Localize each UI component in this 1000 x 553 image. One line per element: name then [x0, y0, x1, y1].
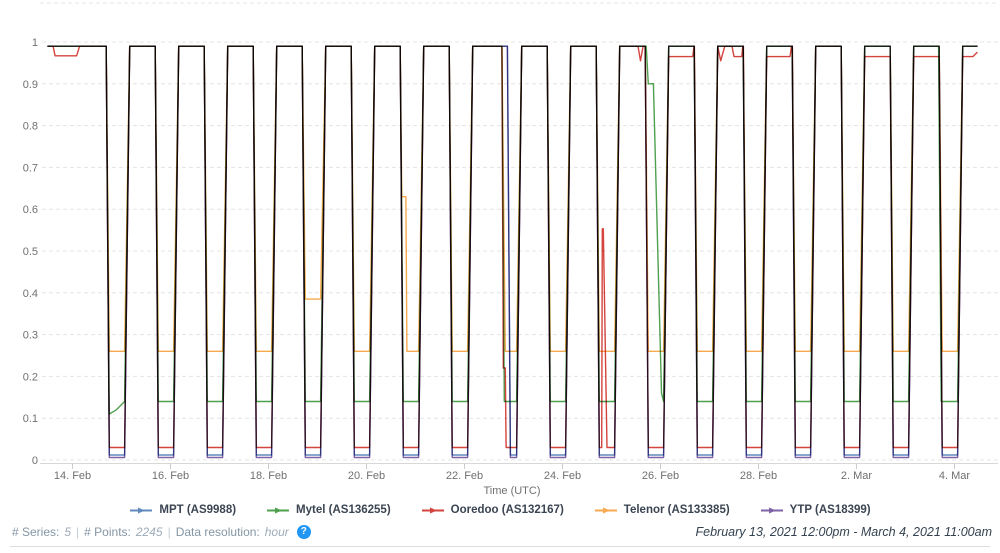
y-axis-tick-label: 0 — [32, 455, 38, 467]
legend-marker-telenor-as133385 — [594, 507, 617, 513]
legend-marker-ytp-as18399 — [760, 507, 783, 513]
legend-item-ytp-as18399[interactable]: YTP (AS18399) — [760, 504, 871, 516]
x-axis-tick-label: 2. Mar — [841, 470, 873, 482]
points-count-label: # Points: — [84, 525, 131, 539]
x-axis-tick-label: 22. Feb — [446, 470, 483, 482]
y-axis-tick-label: 1 — [32, 37, 38, 49]
x-axis-tick-label: 4. Mar — [939, 470, 971, 482]
bottom-divider — [10, 546, 990, 547]
time-series-chart[interactable]: 1 0.9 0.8 0.7 0.6 0.5 0.4 0.3 0.2 0.1 0 14. Feb 16. … — [0, 0, 1000, 500]
legend-marker-ooredoo-as132167 — [421, 507, 444, 513]
series-line-mytel-as136255[interactable] — [47, 45, 978, 415]
legend-label: MPT (AS9988) — [159, 504, 237, 516]
help-icon[interactable]: ? — [296, 525, 311, 539]
y-axis-tick-label: 0.6 — [23, 204, 38, 216]
series-line-ytp-as18399[interactable] — [47, 45, 978, 459]
legend-item-ooredoo-as132167[interactable]: Ooredoo (AS132167) — [421, 504, 564, 516]
legend-label: Mytel (AS136255) — [296, 504, 391, 516]
legend-marker-mytel-as136255 — [267, 507, 290, 513]
separator: | — [76, 525, 80, 539]
x-axis-tick-label: 16. Feb — [152, 470, 189, 482]
x-axis-tick-label: 24. Feb — [544, 470, 581, 482]
y-axis-tick-label: 0.3 — [23, 330, 38, 342]
legend-label: YTP (AS18399) — [789, 504, 871, 516]
series-count-value: 5 — [64, 525, 72, 539]
series-line-telenor-as133385[interactable] — [47, 45, 978, 352]
legend-item-telenor-as133385[interactable]: Telenor (AS133385) — [594, 504, 730, 516]
y-axis-tick-label: 0.7 — [23, 162, 38, 174]
points-count-value: 2245 — [135, 525, 163, 539]
resolution-value: hour — [264, 525, 289, 539]
resolution-label: Data resolution: — [175, 525, 260, 539]
y-axis-tick-label: 0.9 — [23, 79, 38, 91]
y-axis-tick-label: 0.1 — [23, 413, 38, 425]
y-axis-tick-label: 0.5 — [23, 246, 38, 258]
y-axis-tick-label: 0.8 — [23, 121, 38, 133]
legend-item-mpt-as9988[interactable]: MPT (AS9988) — [129, 504, 236, 516]
y-axis-tick-label: 0.2 — [23, 371, 38, 383]
x-axis-title: Time (UTC) — [483, 485, 540, 497]
chart-footer: # Series: 5 | # Points: 2245 | Data reso… — [0, 522, 1000, 542]
series-line-ooredoo-as132167[interactable] — [47, 45, 978, 449]
chart-svg[interactable]: 1 0.9 0.8 0.7 0.6 0.5 0.4 0.3 0.2 0.1 0 14. Feb 16. … — [0, 0, 1000, 500]
x-axis-tick-label: 26. Feb — [642, 470, 679, 482]
x-axis-tick-label: 14. Feb — [54, 470, 91, 482]
separator: | — [167, 525, 171, 539]
legend-label: Telenor (AS133385) — [623, 504, 730, 516]
legend-label: Ooredoo (AS132167) — [450, 504, 564, 516]
y-axis-tick-label: 0.4 — [23, 288, 38, 300]
legend-marker-mpt-as9988 — [130, 507, 153, 513]
date-range-label: February 13, 2021 12:00pm - March 4, 202… — [695, 525, 992, 539]
series-count-label: # Series: — [12, 525, 60, 539]
chart-legend: MPT (AS9988) Mytel (AS136255) Ooredoo (AS1… — [0, 501, 1000, 519]
chart-meta: # Series: 5 | # Points: 2245 | Data reso… — [12, 525, 311, 539]
x-axis-tick-label: 28. Feb — [740, 470, 777, 482]
x-axis-tick-label: 20. Feb — [348, 470, 385, 482]
legend-item-mytel-as136255[interactable]: Mytel (AS136255) — [266, 504, 391, 516]
x-axis-tick-label: 18. Feb — [250, 470, 287, 482]
